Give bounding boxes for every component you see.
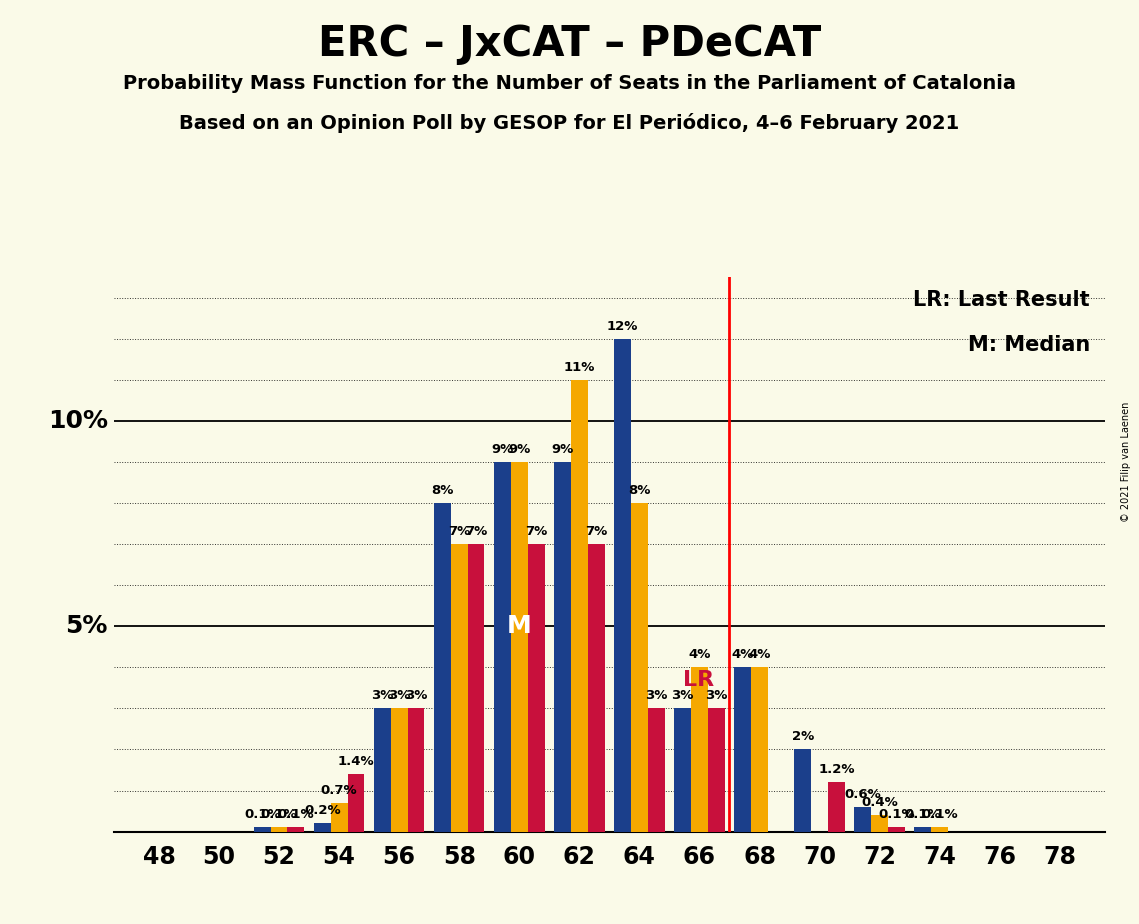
Bar [451, 544, 468, 832]
Text: 9%: 9% [491, 443, 514, 456]
Text: 11%: 11% [564, 360, 595, 373]
Text: 3%: 3% [404, 689, 427, 702]
Text: Based on an Opinion Poll by GESOP for El Periódico, 4–6 February 2021: Based on an Opinion Poll by GESOP for El… [179, 113, 960, 133]
Text: 9%: 9% [551, 443, 574, 456]
Bar [631, 503, 648, 832]
Text: 1.4%: 1.4% [337, 755, 375, 768]
Bar [854, 807, 871, 832]
Text: 8%: 8% [629, 484, 650, 497]
Text: 7%: 7% [448, 525, 470, 538]
Text: 4%: 4% [748, 648, 771, 662]
Text: 0.1%: 0.1% [878, 808, 915, 821]
Bar [614, 339, 631, 832]
Bar [347, 774, 364, 832]
Text: 0.7%: 0.7% [321, 784, 358, 796]
Bar [374, 709, 391, 832]
Bar [287, 828, 304, 832]
Text: 2%: 2% [792, 730, 814, 743]
Text: 0.1%: 0.1% [904, 808, 941, 821]
Bar [735, 667, 751, 832]
Text: 7%: 7% [525, 525, 547, 538]
Bar [794, 749, 811, 832]
Text: 7%: 7% [465, 525, 487, 538]
Text: M: Median: M: Median [967, 334, 1090, 355]
Text: 0.1%: 0.1% [278, 808, 314, 821]
Text: 4%: 4% [731, 648, 754, 662]
Text: 4%: 4% [688, 648, 711, 662]
Bar [434, 503, 451, 832]
Text: 0.4%: 0.4% [861, 796, 898, 809]
Text: 3%: 3% [705, 689, 728, 702]
Bar [408, 709, 425, 832]
Text: ERC – JxCAT – PDeCAT: ERC – JxCAT – PDeCAT [318, 23, 821, 65]
Bar [330, 803, 347, 832]
Text: 3%: 3% [645, 689, 667, 702]
Bar [254, 828, 271, 832]
Bar [314, 823, 330, 832]
Text: LR: LR [683, 670, 714, 689]
Bar [691, 667, 707, 832]
Bar [932, 828, 948, 832]
Text: 0.6%: 0.6% [844, 788, 882, 801]
Text: 3%: 3% [371, 689, 394, 702]
Bar [571, 380, 588, 832]
Bar [511, 462, 527, 832]
Text: 3%: 3% [388, 689, 410, 702]
Text: 9%: 9% [508, 443, 531, 456]
Text: 7%: 7% [585, 525, 607, 538]
Bar [271, 828, 287, 832]
Bar [527, 544, 544, 832]
Text: Probability Mass Function for the Number of Seats in the Parliament of Catalonia: Probability Mass Function for the Number… [123, 74, 1016, 93]
Text: 0.1%: 0.1% [921, 808, 958, 821]
Bar [554, 462, 571, 832]
Bar [588, 544, 605, 832]
Text: 8%: 8% [432, 484, 453, 497]
Text: 3%: 3% [672, 689, 694, 702]
Text: M: M [507, 614, 532, 638]
Text: © 2021 Filip van Laenen: © 2021 Filip van Laenen [1121, 402, 1131, 522]
Bar [751, 667, 768, 832]
Bar [915, 828, 932, 832]
Bar [674, 709, 691, 832]
Bar [648, 709, 665, 832]
Bar [828, 783, 845, 832]
Bar [494, 462, 511, 832]
Bar [888, 828, 904, 832]
Text: 12%: 12% [607, 320, 638, 333]
Text: 0.2%: 0.2% [304, 804, 341, 817]
Bar [871, 815, 888, 832]
Bar [468, 544, 484, 832]
Text: 1.2%: 1.2% [818, 763, 854, 776]
Text: 10%: 10% [48, 409, 108, 433]
Text: 0.1%: 0.1% [261, 808, 297, 821]
Bar [391, 709, 408, 832]
Text: LR: Last Result: LR: Last Result [913, 289, 1090, 310]
Text: 5%: 5% [66, 614, 108, 638]
Text: 0.1%: 0.1% [244, 808, 280, 821]
Bar [707, 709, 724, 832]
